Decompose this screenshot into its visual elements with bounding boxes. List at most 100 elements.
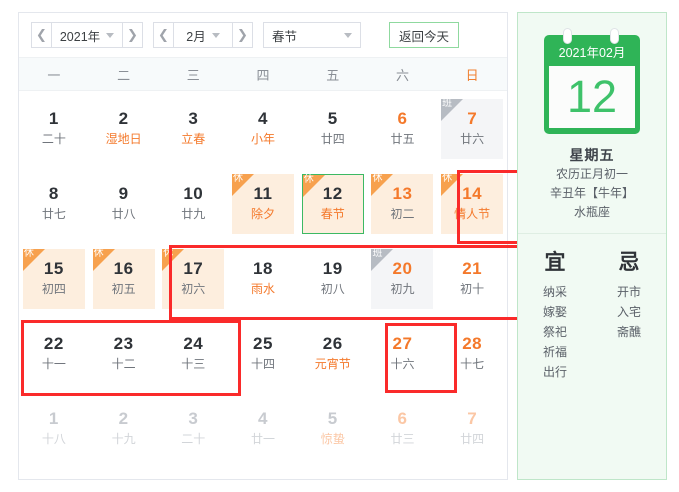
day-cell[interactable]: 1 二十 xyxy=(19,91,89,166)
weekday-cell-2: 三 xyxy=(186,67,200,83)
day-lunar-label: 小年 xyxy=(251,132,276,146)
day-cell[interactable]: 休 15 初四 xyxy=(19,241,89,316)
day-lunar-label: 廿六 xyxy=(460,132,485,146)
day-inner: 19 初八 xyxy=(302,249,364,309)
day-number: 4 xyxy=(258,109,268,128)
day-inner: 4 小年 xyxy=(232,99,294,159)
calendar-grid: 1 二十 2 湿地日 3 立春 4 小年 5 廿四 6 廿五班 7 廿六 8 廿七 9 廿八 10 廿九休 11 除夕休 1… xyxy=(19,91,529,466)
day-cell[interactable]: 18 雨水 xyxy=(228,241,298,316)
day-number: 5 xyxy=(327,109,338,128)
widget-day-number: 12 xyxy=(549,66,635,128)
day-inner: 6 廿五 xyxy=(371,99,433,159)
day-cell[interactable]: 23 十二 xyxy=(89,316,159,391)
yiji-section: 宜 纳采 嫁娶 祭祀 祈福 出行 忌 开市 入宅 斋醮 xyxy=(518,250,666,382)
day-cell[interactable]: 3 立春 xyxy=(158,91,228,166)
day-cell[interactable]: 6 廿五 xyxy=(368,91,438,166)
day-cell[interactable]: 22 十一 xyxy=(19,316,89,391)
day-lunar-label: 廿九 xyxy=(181,207,206,221)
day-cell[interactable]: 2 十九 xyxy=(89,391,159,466)
year-value[interactable]: 2021年 xyxy=(51,22,123,48)
day-cell[interactable]: 10 廿九 xyxy=(158,166,228,241)
day-lunar-label: 初六 xyxy=(181,282,206,296)
prev-year-button[interactable]: ❮ xyxy=(31,22,51,48)
day-inner: 休 14 情人节 xyxy=(441,173,504,234)
day-cell[interactable]: 休 17 初六 xyxy=(158,241,228,316)
weekday-cell-5: 六 xyxy=(395,67,409,83)
day-lunar-label: 十一 xyxy=(41,357,66,371)
prev-month-button[interactable]: ❮ xyxy=(153,22,173,48)
day-lunar-label: 初五 xyxy=(111,282,136,296)
widget-month-label: 2021年02月 xyxy=(558,46,626,60)
binder-ring-left-icon xyxy=(563,28,572,44)
day-cell[interactable]: 班 7 廿六 xyxy=(437,91,507,166)
corner-badge-label: 班 xyxy=(442,97,453,109)
selected-weekday-label: 星期五 xyxy=(569,147,615,163)
day-inner: 休 11 除夕 xyxy=(232,173,295,234)
day-number: 4 xyxy=(258,409,268,428)
day-cell[interactable]: 4 廿一 xyxy=(228,391,298,466)
day-inner: 4 廿一 xyxy=(232,399,294,459)
day-cell[interactable]: 21 初十 xyxy=(437,241,507,316)
day-cell[interactable]: 25 十四 xyxy=(228,316,298,391)
day-lunar-label: 情人节 xyxy=(454,207,491,221)
month-value[interactable]: 2月 xyxy=(173,22,233,48)
zodiac-year-label: 辛丑年【牛年】 xyxy=(549,186,634,200)
day-cell[interactable]: 9 廿八 xyxy=(89,166,159,241)
week-row: 休 15 初四 休 16 初五 休 17 初六 18 雨水 19 初八 班 20 初九 21 初十 xyxy=(19,241,507,316)
day-inner: 7 廿四 xyxy=(441,399,503,459)
workday-corner-icon xyxy=(441,98,464,121)
day-cell[interactable]: 5 惊蛰 xyxy=(298,391,368,466)
day-lunar-label: 春节 xyxy=(320,207,345,221)
chevron-down-icon xyxy=(344,32,352,38)
holiday-dropdown[interactable]: 春节 xyxy=(263,22,361,48)
day-inner: 23 十二 xyxy=(93,324,155,384)
day-inner: 10 廿九 xyxy=(162,174,224,234)
day-lunar-label: 二十 xyxy=(181,432,206,446)
day-cell[interactable]: 6 廿三 xyxy=(368,391,438,466)
day-inner: 休 12 春节 xyxy=(301,173,364,234)
yi-item: 嫁娶 xyxy=(542,305,567,319)
yi-title: 宜 xyxy=(544,251,566,274)
day-number: 2 xyxy=(118,409,129,428)
day-cell[interactable]: 28 十七 xyxy=(437,316,507,391)
month-text: 2月 xyxy=(186,29,206,44)
day-inner: 8 廿七 xyxy=(23,174,85,234)
week-row: 22 十一 23 十二 24 十三 25 十四 26 元宵节 27 十六 28 十七 xyxy=(19,316,507,391)
chevron-down-icon xyxy=(106,32,115,38)
day-cell[interactable]: 5 廿四 xyxy=(298,91,368,166)
calendar-page-widget: 2021年02月 12 xyxy=(544,28,640,134)
day-cell[interactable]: 26 元宵节 xyxy=(298,316,368,391)
back-to-today-button[interactable]: 返回今天 xyxy=(389,22,460,48)
day-cell[interactable]: 19 初八 xyxy=(298,241,368,316)
day-number: 10 xyxy=(183,184,204,203)
day-cell[interactable]: 休 11 除夕 xyxy=(228,166,298,241)
day-cell[interactable]: 3 二十 xyxy=(158,391,228,466)
next-month-button[interactable]: ❯ xyxy=(233,22,253,48)
corner-badge-label: 休 xyxy=(93,247,104,259)
day-inner: 休 15 初四 xyxy=(22,248,85,309)
day-number: 24 xyxy=(183,334,204,353)
day-cell[interactable]: 1 十八 xyxy=(19,391,89,466)
day-cell[interactable]: 7 廿四 xyxy=(437,391,507,466)
day-cell[interactable]: 休 12 春节 xyxy=(298,166,368,241)
day-cell[interactable]: 2 湿地日 xyxy=(89,91,159,166)
day-inner: 2 湿地日 xyxy=(93,99,155,159)
day-number: 18 xyxy=(253,259,273,278)
day-cell[interactable]: 休 16 初五 xyxy=(89,241,159,316)
day-cell[interactable]: 24 十三 xyxy=(158,316,228,391)
day-inner: 24 十三 xyxy=(162,324,224,384)
next-year-button[interactable]: ❯ xyxy=(123,22,143,48)
day-inner: 休 16 初五 xyxy=(92,247,155,309)
day-cell[interactable]: 休 14 情人节 xyxy=(437,166,507,241)
yi-item: 祈福 xyxy=(542,345,567,359)
day-cell[interactable]: 8 廿七 xyxy=(19,166,89,241)
weekday-cell-1: 二 xyxy=(117,67,131,83)
day-number: 20 xyxy=(392,259,413,278)
year-selector[interactable]: ❮ 2021年 ❯ xyxy=(31,22,143,48)
day-cell[interactable]: 4 小年 xyxy=(228,91,298,166)
day-cell[interactable]: 班 20 初九 xyxy=(368,241,438,316)
day-cell[interactable]: 27 十六 xyxy=(368,316,438,391)
day-cell[interactable]: 休 13 初二 xyxy=(368,166,438,241)
month-selector[interactable]: ❮ 2月 ❯ xyxy=(153,22,253,48)
day-inner: 5 廿四 xyxy=(302,99,364,159)
